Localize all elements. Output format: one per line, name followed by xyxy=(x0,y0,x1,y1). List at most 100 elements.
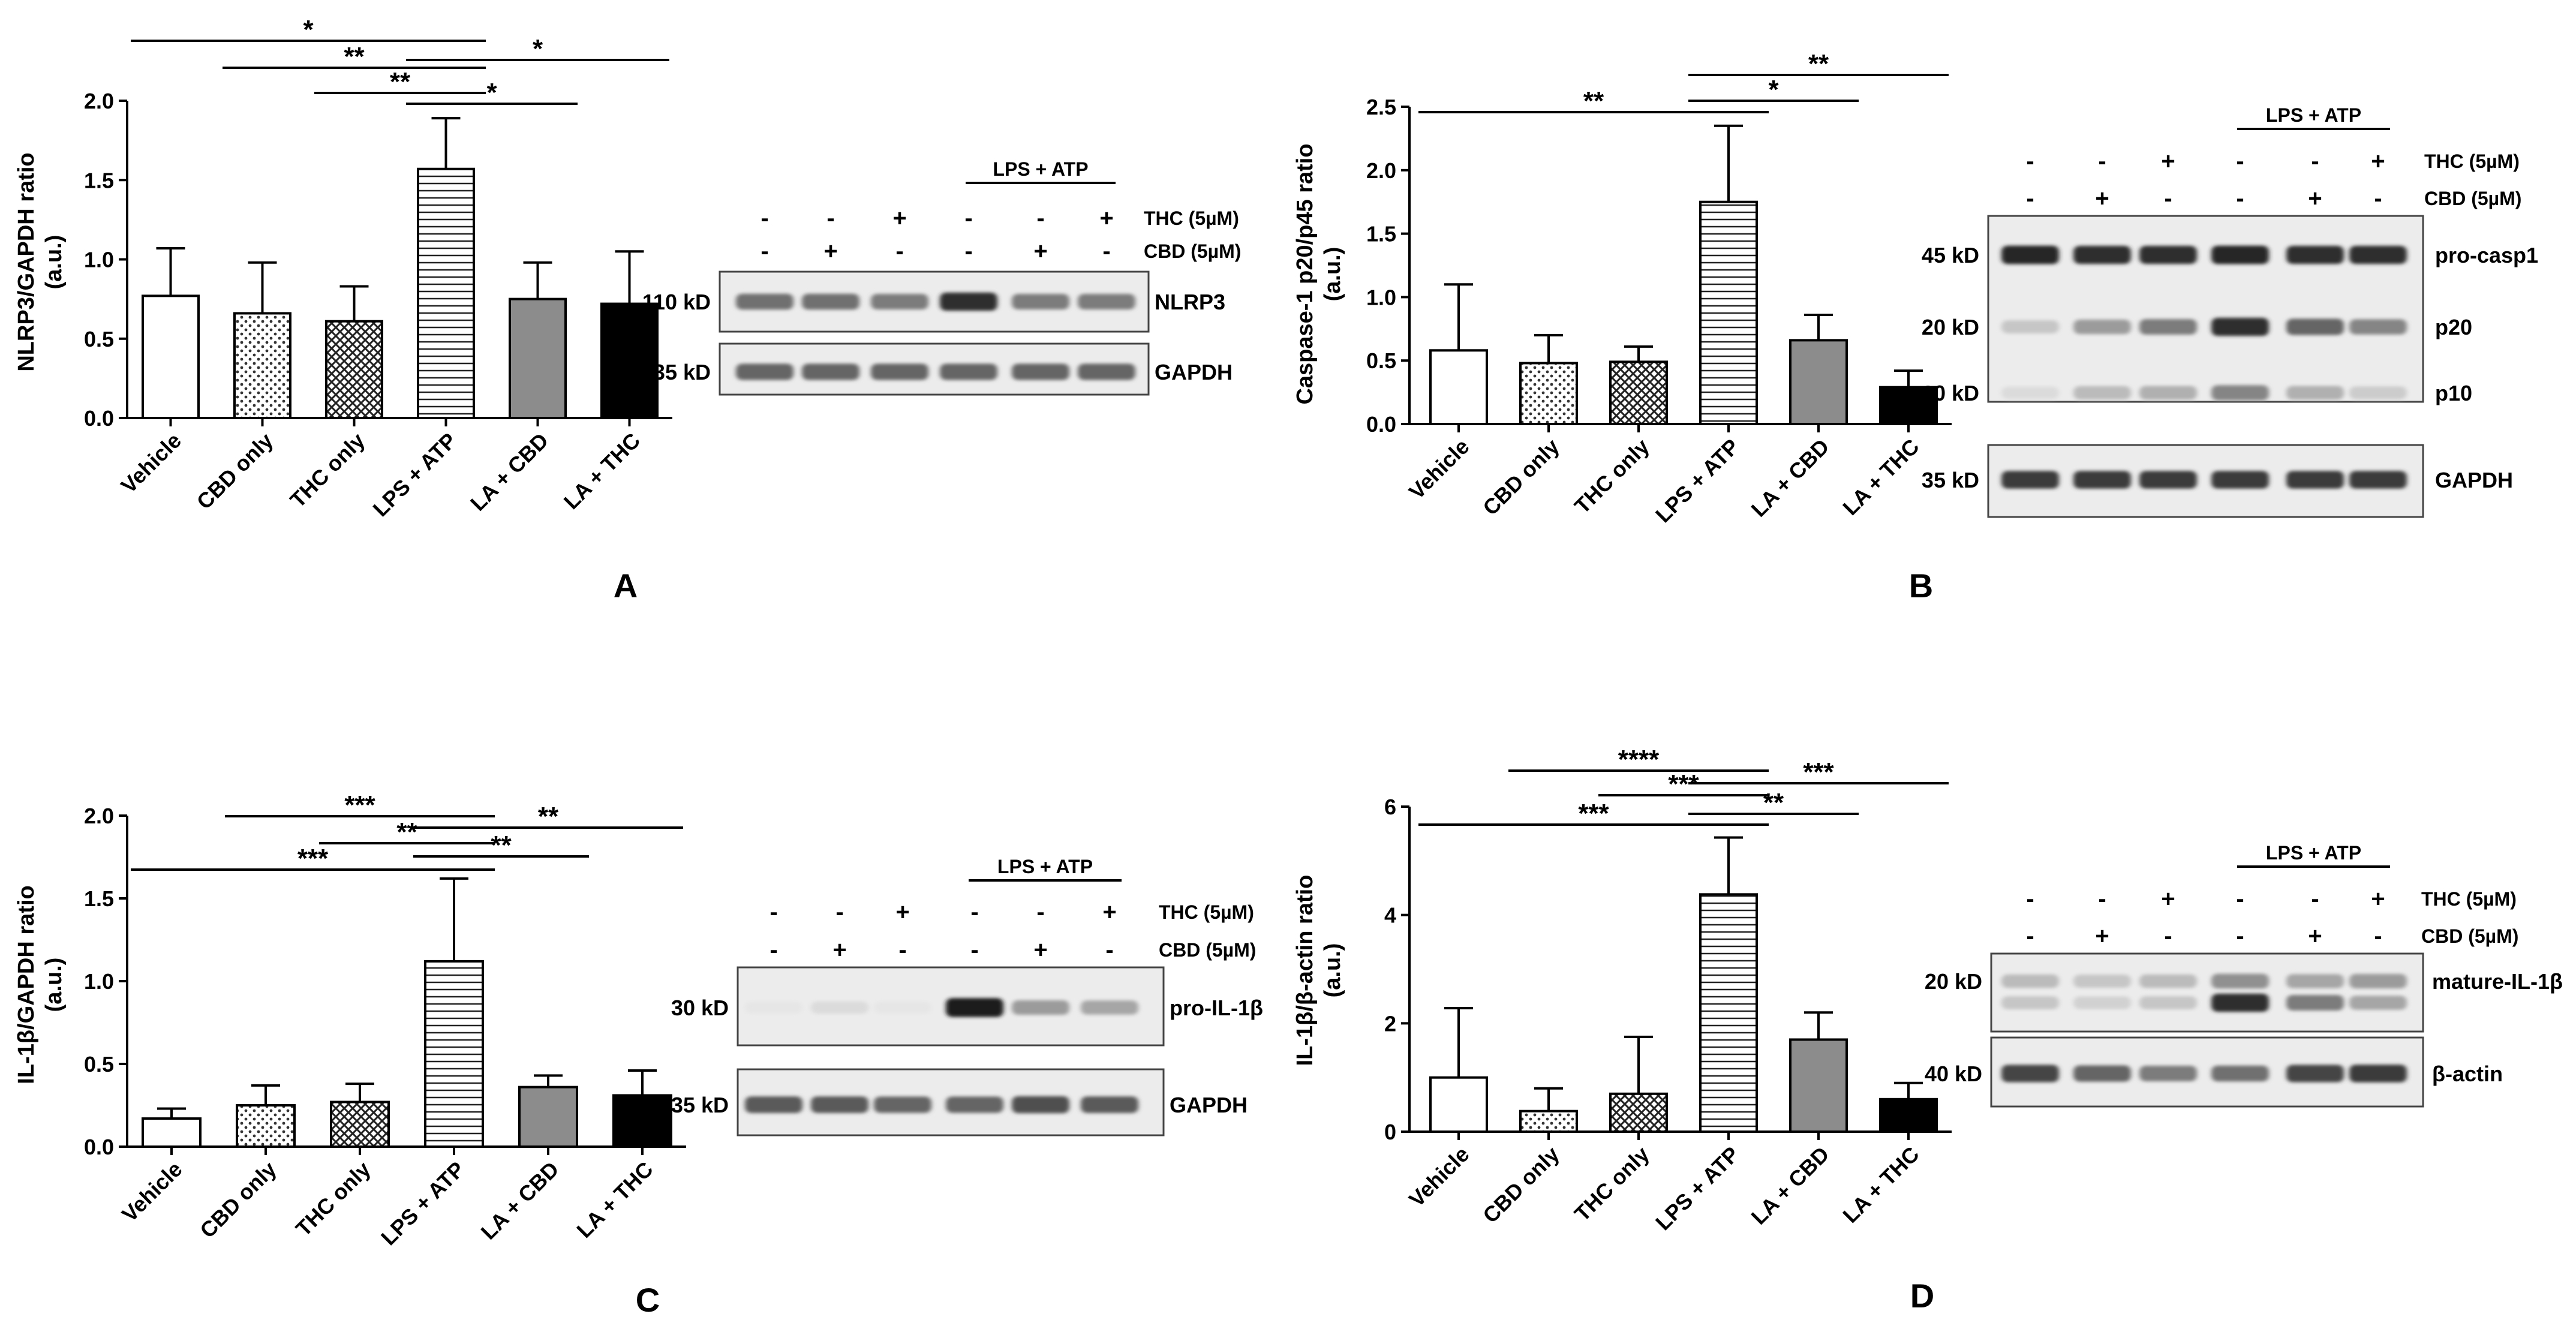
blot-C-thc-sign: + xyxy=(895,899,909,925)
blot-A-cbd-label: CBD (5µM) xyxy=(1144,240,1241,262)
blot-A-band xyxy=(736,363,793,380)
blot-D-mw-label: 40 kD xyxy=(1925,1062,1982,1086)
blot-C-group-label: LPS + ATP xyxy=(997,856,1093,877)
blot-B-band xyxy=(2349,471,2407,489)
chart-A-significance-label: * xyxy=(533,34,543,64)
blot-C-band xyxy=(874,1096,931,1113)
chart-B-ylabel-line2: (a.u.) xyxy=(1320,247,1345,302)
chart-A-significance-label: * xyxy=(303,15,314,44)
blot-B-group-label: LPS + ATP xyxy=(2266,104,2361,126)
blot-B-band xyxy=(2286,245,2344,264)
chart-B-bar xyxy=(1609,360,1668,425)
blot-B-band xyxy=(2139,319,2197,335)
blot-B-cbd-sign: - xyxy=(2374,185,2382,212)
chart-B-significance-label: ** xyxy=(1583,86,1604,116)
blot-D-thc-sign: + xyxy=(2371,886,2385,912)
blot-D-band xyxy=(2139,996,2197,1009)
blot-B-mw-label: 35 kD xyxy=(1922,468,1979,492)
chart-A-x-tick-label: LA + CBD xyxy=(465,428,553,516)
chart-D-x-tick-label: CBD only xyxy=(1478,1142,1564,1228)
blot-C-cbd-sign: - xyxy=(970,937,978,963)
blot-C: LPS + ATP - - + - - + - + - - + - THC (5µM) CBD (5µM) 3… xyxy=(671,856,1263,1136)
blot-B-protein-label: pro-casp1 xyxy=(2435,243,2538,267)
chart-A-y-tick-label: 1.5 xyxy=(84,168,114,193)
blot-D-protein-label: β-actin xyxy=(2432,1062,2503,1086)
chart-A-y-axis-label: NLRP3/GAPDH ratio (a.u.) xyxy=(14,152,67,371)
blot-B-band xyxy=(2001,386,2059,399)
chart-A: NLRP3/GAPDH ratio (a.u.) 0.0 0.5 1.0 1.5 2.0… xyxy=(14,15,672,521)
blot-C-band xyxy=(811,1096,868,1113)
blot-D-band xyxy=(2286,995,2344,1011)
chart-D-significance-label: ** xyxy=(1763,788,1784,817)
chart-D-x-tick-label: LPS + ATP xyxy=(1651,1142,1744,1235)
blot-D-band xyxy=(2211,993,2269,1012)
blot-C-cbd-sign: - xyxy=(770,937,777,963)
chart-B-bar xyxy=(1789,339,1848,425)
blot-B-thc-sign: + xyxy=(2371,148,2385,175)
blot-C-band xyxy=(1012,1000,1069,1015)
blot-A-thc-sign: - xyxy=(826,205,834,231)
blot-B-thc-sign: - xyxy=(2311,148,2319,175)
blot-B-band xyxy=(2349,386,2407,399)
chart-A-plot: 0.0 0.5 1.0 1.5 2.0 Vehicle CBD only THC onlyLP… xyxy=(84,15,672,521)
chart-D-ylabel-line1: IL-1β/β-actin ratio xyxy=(1292,875,1318,1066)
chart-C-significance-label: *** xyxy=(297,844,329,873)
blot-C-protein-label: pro-IL-1β xyxy=(1170,996,1263,1020)
blot-A-band xyxy=(1078,294,1135,309)
panel-letter-D: D xyxy=(1910,1277,1934,1315)
chart-A-y-tick-label: 0.0 xyxy=(84,406,114,431)
chart-B-bar xyxy=(1699,200,1758,425)
blot-B-band xyxy=(2073,319,2131,335)
blot-B-band xyxy=(2073,245,2131,264)
blot-C-thc-sign: - xyxy=(770,899,777,925)
chart-C-x-tick-label: Vehicle xyxy=(117,1157,187,1227)
blot-B-band xyxy=(2286,386,2344,400)
chart-C-significance-label: *** xyxy=(344,790,375,820)
blot-D-band xyxy=(2286,1065,2344,1083)
blot-A-cbd-sign: - xyxy=(964,238,972,264)
blot-D-mw-label: 20 kD xyxy=(1925,969,1982,994)
blot-C-thc-label: THC (5µM) xyxy=(1159,901,1254,923)
blot-B-band xyxy=(2211,317,2269,336)
chart-D-significance-label: *** xyxy=(1803,757,1834,787)
blot-A-thc-sign: + xyxy=(1099,205,1113,231)
chart-B: Caspase-1 p20/p45 ratio (a.u.) 0.0 0.5 1.0… xyxy=(1292,49,1952,527)
blot-C-mw-label: 30 kD xyxy=(671,996,729,1020)
blot-C-thc-sign: + xyxy=(1102,899,1116,925)
panel-letter-A: A xyxy=(614,567,638,605)
chart-B-x-tick-label: Vehicle xyxy=(1404,434,1474,504)
chart-C-significance-label: ** xyxy=(396,817,417,847)
blot-D-membrane xyxy=(1990,952,2424,1033)
blot-A-thc-sign: + xyxy=(892,205,906,231)
blot-B-mw-label: 10 kD xyxy=(1922,381,1979,405)
chart-C-bar xyxy=(424,960,484,1148)
blot-B-protein-label: p20 xyxy=(2435,315,2472,339)
blot-D-thc-label: THC (5µM) xyxy=(2421,888,2517,910)
blot-A-group-label: LPS + ATP xyxy=(993,158,1088,180)
chart-C-y-axis-label: IL-1β/GAPDH ratio (a.u.) xyxy=(14,885,67,1084)
blot-A-band xyxy=(1012,294,1069,309)
blot-D-band xyxy=(2211,973,2269,989)
chart-C-bar xyxy=(612,1094,672,1148)
chart-A-x-tick-label: Vehicle xyxy=(116,428,186,498)
blot-D-cbd-sign: + xyxy=(2308,923,2322,949)
blot-C-cbd-sign: + xyxy=(832,937,846,963)
blot-D-cbd-label: CBD (5µM) xyxy=(2421,925,2518,947)
blot-C-band xyxy=(946,1096,1003,1113)
blot-C-thc-sign: - xyxy=(835,899,843,925)
chart-B-x-tick-label: LA + THC xyxy=(1838,434,1923,520)
chart-C-bar xyxy=(518,1086,578,1148)
chart-D-x-tick-label: Vehicle xyxy=(1404,1142,1474,1212)
blot-C-mw-label: 35 kD xyxy=(671,1093,729,1117)
chart-A-x-tick-label: CBD only xyxy=(192,428,278,515)
blot-B-protein-label: p10 xyxy=(2435,381,2472,405)
chart-C-y-tick-label: 0.0 xyxy=(84,1135,114,1159)
chart-A-ylabel-line2: (a.u.) xyxy=(41,235,67,290)
blot-A-thc-label: THC (5µM) xyxy=(1144,208,1239,229)
blot-D-group-label: LPS + ATP xyxy=(2266,842,2361,864)
blot-B-band xyxy=(2001,320,2059,333)
blot-C-thc-sign: - xyxy=(1036,899,1044,925)
chart-D-x-tick-label: LA + THC xyxy=(1838,1142,1923,1228)
chart-D-bar xyxy=(1789,1038,1848,1133)
blot-C-band xyxy=(745,1002,802,1014)
